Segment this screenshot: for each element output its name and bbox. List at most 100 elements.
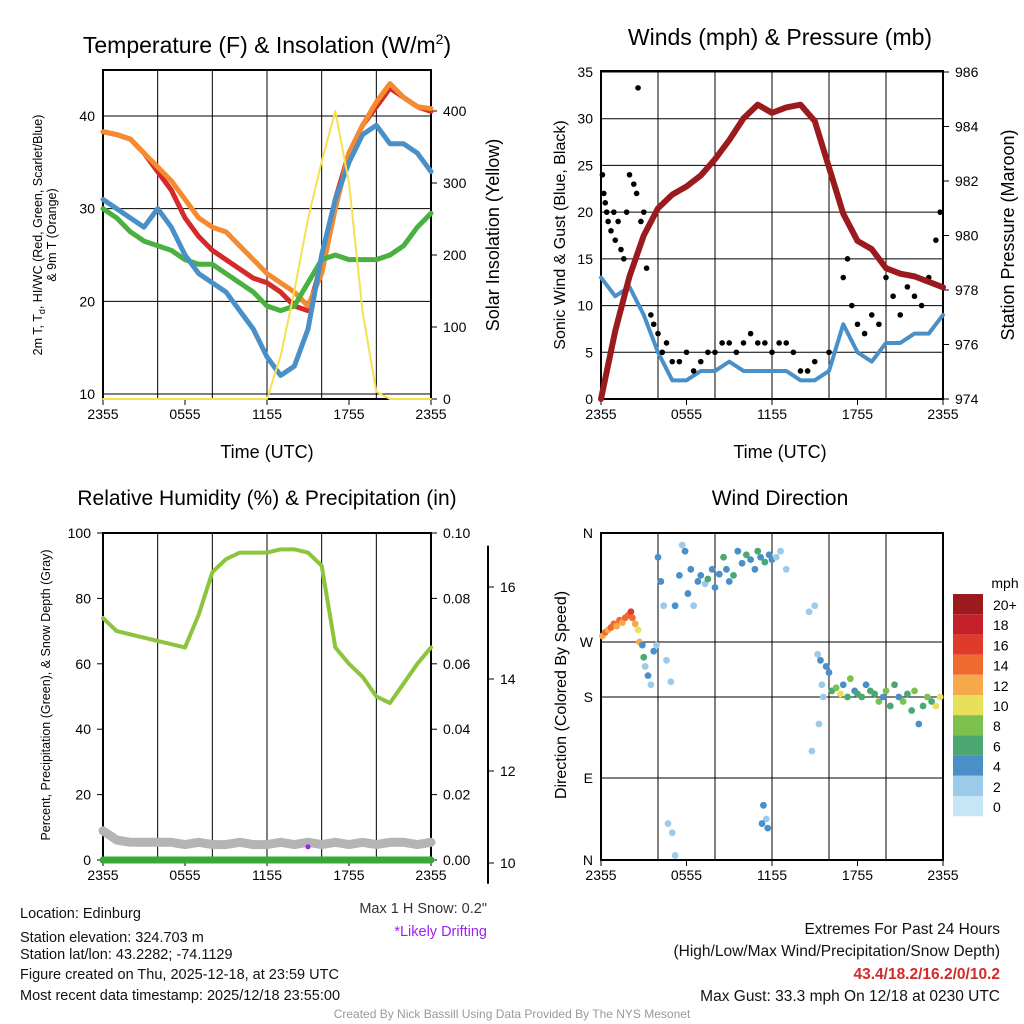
- y-tick-label: 80: [75, 590, 91, 606]
- y2-tick-label: 974: [955, 391, 979, 407]
- colorbar-swatch: [953, 614, 983, 635]
- y-tick-label: 10: [79, 386, 95, 402]
- x-axis-label: Time (UTC): [220, 442, 313, 462]
- direction-point: [839, 681, 847, 689]
- x-tick-label: 2355: [415, 406, 446, 422]
- direction-point: [817, 656, 824, 664]
- drifting-point: [305, 844, 311, 850]
- direction-point: [671, 852, 679, 859]
- gust-point: [876, 321, 882, 328]
- direction-point: [928, 698, 935, 705]
- gust-point: [883, 274, 889, 281]
- direction-point: [919, 702, 927, 710]
- gust-point: [669, 358, 676, 365]
- x-tick-label: 1155: [252, 406, 282, 422]
- colorbar-label: 14: [993, 658, 1009, 674]
- y-axis-label-line2: & 9m T (Orange): [45, 188, 59, 281]
- chart-title: Relative Humidity (%) & Precipitation (i…: [77, 487, 456, 510]
- recent-data-text: Most recent data timestamp: 2025/12/18 2…: [20, 988, 341, 1004]
- y-tick-label: 20: [75, 787, 91, 803]
- colorbar-swatch: [953, 594, 983, 615]
- direction-point: [932, 702, 940, 710]
- x-tick-label: 2355: [415, 867, 446, 883]
- series-snow-depth: [98, 826, 436, 850]
- direction-point: [704, 575, 712, 583]
- direction-point: [761, 558, 769, 566]
- direction-point: [647, 681, 655, 689]
- direction-point: [627, 608, 635, 616]
- colorbar-swatch: [953, 695, 983, 716]
- y3-tick-label: 10: [500, 855, 516, 871]
- direction-point: [846, 675, 854, 683]
- direction-point: [711, 584, 719, 591]
- colorbar-label: 0: [993, 799, 1001, 815]
- y2-tick-label: 0.04: [443, 721, 470, 737]
- colorbar-label: 12: [993, 678, 1009, 694]
- gust-point: [697, 358, 704, 365]
- gust-point: [603, 209, 610, 215]
- direction-point: [936, 693, 944, 701]
- direction-point: [690, 602, 698, 610]
- x-tick-label: 2355: [585, 406, 616, 422]
- colorbar-label: 4: [993, 759, 1001, 775]
- gust-point: [783, 340, 790, 346]
- y-tick-label: 15: [577, 251, 593, 267]
- panel-temperature: 2355 0555 1155 1755 235510203040010020030040…: [31, 31, 503, 462]
- gust-point: [719, 340, 725, 346]
- direction-point: [667, 678, 675, 686]
- figure-created-text: Figure created on Thu, 2025-12-18, at 23…: [20, 967, 339, 983]
- y-axis-label-subscript: d: [37, 309, 47, 314]
- direction-point: [825, 669, 833, 676]
- y-tick-label: 10: [577, 298, 593, 314]
- y2-tick-label: 100: [443, 319, 467, 335]
- credit-text: Created By Nick Bassill Using Data Provi…: [333, 1007, 691, 1021]
- y-tick-label: W: [580, 634, 594, 650]
- colorbar-label: 2: [993, 779, 1001, 795]
- direction-point: [754, 547, 762, 555]
- direction-point: [657, 578, 665, 585]
- direction-point: [697, 571, 705, 579]
- direction-point: [879, 693, 887, 701]
- y2-tick-label: 300: [443, 175, 467, 191]
- gust-point: [776, 340, 782, 346]
- gust-point: [611, 209, 617, 215]
- direction-point: [908, 707, 916, 714]
- y3-tick-label: 16: [500, 579, 516, 595]
- series-sonic-wind: [599, 275, 945, 383]
- y2-tick-label: 0.02: [443, 787, 470, 803]
- gust-point: [733, 349, 740, 356]
- gust-point: [633, 190, 640, 197]
- y-tick-label: 30: [79, 201, 95, 217]
- y2-tick-label: 0.08: [443, 590, 470, 606]
- direction-point: [899, 698, 907, 705]
- direction-point: [764, 824, 772, 832]
- x-tick-label: 2355: [585, 867, 616, 883]
- chart-title: Winds (mph) & Pressure (mb): [628, 24, 932, 50]
- gust-point: [621, 256, 627, 262]
- x-tick-label: 1755: [842, 406, 873, 422]
- gust-point: [618, 246, 624, 253]
- direction-point: [844, 693, 851, 701]
- y2-tick-label: 980: [955, 228, 979, 244]
- y2-tick-label: 200: [443, 247, 467, 263]
- gust-point: [747, 330, 754, 337]
- gust-point: [626, 171, 633, 178]
- y-axis-label: Percent, Precipitation (Green), & Snow D…: [39, 549, 53, 840]
- gust-point: [638, 218, 644, 225]
- x-tick-label: 1155: [757, 867, 787, 883]
- y-tick-label: 35: [577, 64, 593, 80]
- y2-tick-label: 0.00: [443, 852, 470, 868]
- x-tick-label: 0555: [169, 406, 200, 422]
- panel-humidity: 2355 0555 1155 1755 23550204060801000.000.02…: [39, 487, 516, 940]
- direction-point: [654, 553, 662, 561]
- gust-point: [762, 340, 768, 346]
- x-tick-label: 1155: [757, 406, 787, 422]
- gust-point: [890, 293, 896, 300]
- direction-point: [760, 801, 767, 809]
- colorbar-label: 8: [993, 718, 1001, 734]
- gust-point: [797, 368, 804, 374]
- direction-point: [664, 820, 672, 827]
- gust-point: [897, 312, 904, 318]
- y2-tick-label: 982: [955, 173, 979, 189]
- direction-point: [862, 681, 870, 689]
